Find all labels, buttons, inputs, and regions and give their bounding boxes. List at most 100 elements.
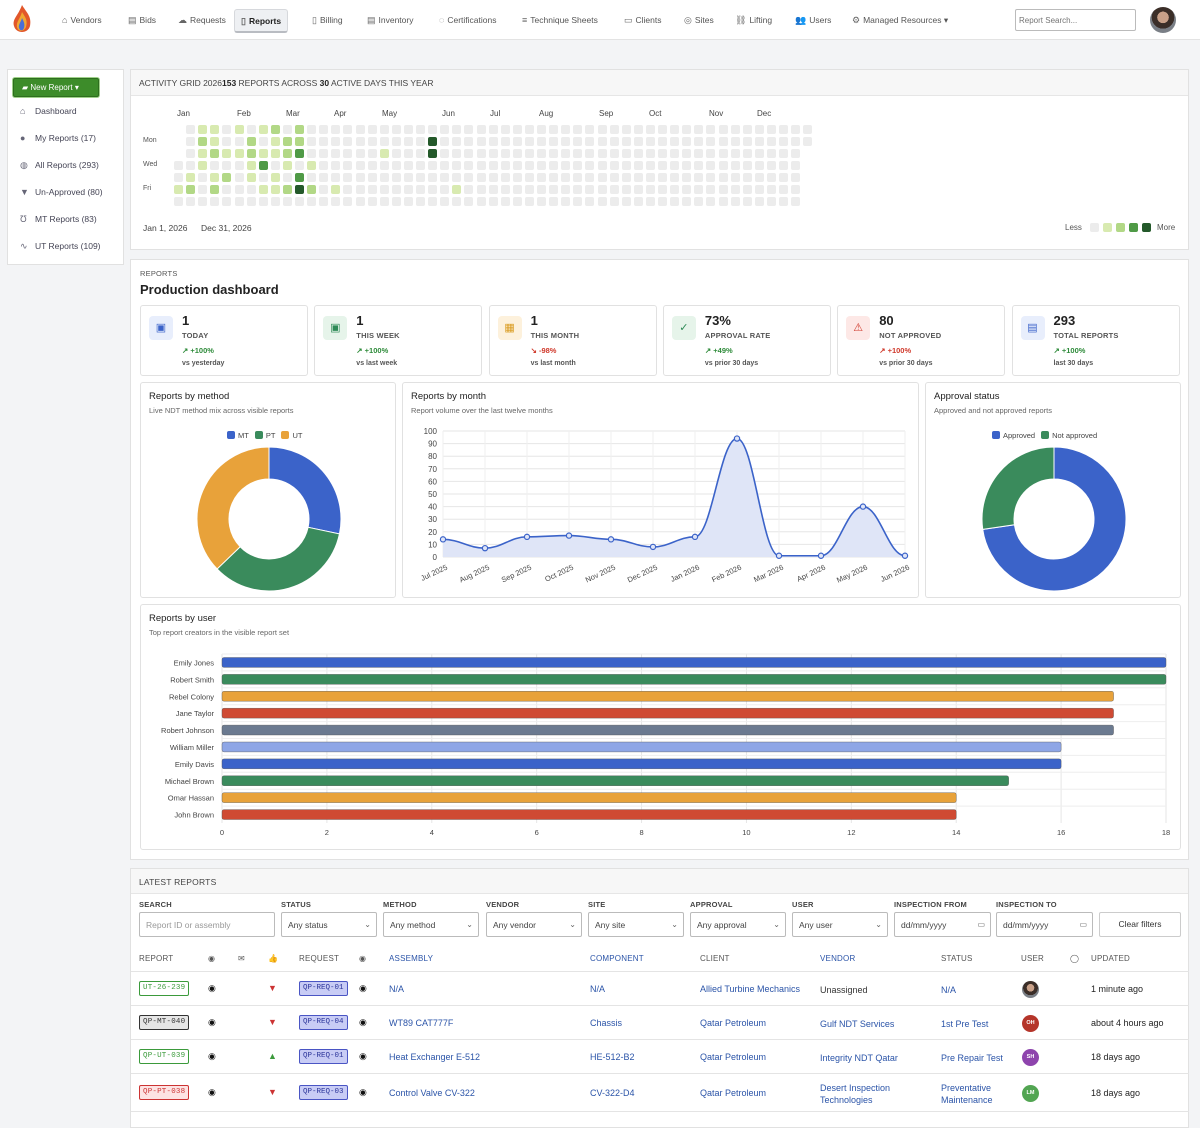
data-point[interactable] bbox=[565, 532, 573, 539]
activity-cell[interactable] bbox=[319, 125, 329, 134]
activity-cell[interactable] bbox=[307, 161, 317, 170]
activity-cell[interactable] bbox=[754, 161, 764, 170]
activity-cell[interactable] bbox=[670, 125, 680, 134]
activity-cell[interactable] bbox=[391, 137, 401, 146]
status-link[interactable]: Pre Repair Test bbox=[941, 1053, 1003, 1063]
activity-cell[interactable] bbox=[718, 149, 728, 158]
activity-cell[interactable] bbox=[682, 173, 692, 182]
activity-cell[interactable] bbox=[476, 185, 486, 194]
activity-cell[interactable] bbox=[766, 173, 776, 182]
activity-cell[interactable] bbox=[319, 149, 329, 158]
filter-inspection-from[interactable]: dd/mm/yyyy ▭ bbox=[894, 912, 991, 937]
activity-cell[interactable] bbox=[452, 125, 462, 134]
activity-cell[interactable] bbox=[355, 161, 365, 170]
activity-cell[interactable] bbox=[488, 161, 498, 170]
activity-cell[interactable] bbox=[440, 197, 450, 206]
activity-cell[interactable] bbox=[186, 161, 196, 170]
request-badge[interactable]: QP-REQ-01 bbox=[299, 981, 348, 996]
nav-inventory[interactable]: ▤ Inventory bbox=[361, 9, 419, 33]
eye-icon[interactable]: ◉ bbox=[208, 1051, 216, 1061]
nav-sites[interactable]: ◎ Sites bbox=[678, 9, 720, 33]
vendor-link[interactable]: Gulf NDT Services bbox=[820, 1019, 895, 1029]
sidebar-item-my-reports[interactable]: ● My Reports (17) bbox=[20, 133, 96, 147]
activity-cell[interactable] bbox=[307, 197, 317, 206]
activity-cell[interactable] bbox=[561, 173, 571, 182]
activity-cell[interactable] bbox=[585, 197, 595, 206]
activity-cell[interactable] bbox=[295, 173, 304, 182]
activity-cell[interactable] bbox=[234, 149, 244, 158]
nav-users[interactable]: 👥 Users bbox=[789, 9, 837, 33]
activity-cell[interactable] bbox=[500, 173, 510, 182]
activity-cell[interactable] bbox=[645, 149, 655, 158]
activity-cell[interactable] bbox=[367, 125, 377, 134]
activity-cell[interactable] bbox=[500, 149, 510, 158]
activity-cell[interactable] bbox=[295, 125, 304, 134]
activity-cell[interactable] bbox=[186, 125, 196, 134]
activity-cell[interactable] bbox=[742, 185, 752, 194]
report-id-badge[interactable]: QP-PT-038 bbox=[139, 1085, 190, 1100]
activity-cell[interactable] bbox=[803, 137, 813, 146]
activity-cell[interactable] bbox=[609, 125, 619, 134]
activity-cell[interactable] bbox=[537, 197, 546, 206]
activity-cell[interactable] bbox=[428, 185, 438, 194]
status-link[interactable]: N/A bbox=[941, 985, 957, 995]
activity-cell[interactable] bbox=[742, 149, 752, 158]
activity-cell[interactable] bbox=[234, 173, 244, 182]
activity-cell[interactable] bbox=[174, 185, 183, 194]
data-point[interactable] bbox=[481, 544, 489, 552]
activity-cell[interactable] bbox=[174, 173, 183, 182]
activity-cell[interactable] bbox=[500, 137, 510, 146]
col-vendor[interactable]: VENDOR bbox=[820, 954, 856, 963]
activity-cell[interactable] bbox=[694, 149, 704, 158]
activity-cell[interactable] bbox=[222, 173, 232, 182]
data-point[interactable] bbox=[691, 533, 699, 541]
activity-cell[interactable] bbox=[573, 185, 583, 194]
activity-cell[interactable] bbox=[549, 125, 559, 134]
col-request[interactable]: REQUEST bbox=[299, 954, 340, 963]
activity-cell[interactable] bbox=[754, 137, 764, 146]
activity-cell[interactable] bbox=[791, 149, 801, 158]
activity-cell[interactable] bbox=[621, 197, 631, 206]
activity-cell[interactable] bbox=[779, 197, 788, 206]
report-id-badge[interactable]: QP-MT-040 bbox=[139, 1015, 190, 1030]
activity-cell[interactable] bbox=[500, 197, 510, 206]
nav-requests[interactable]: ☁ Requests bbox=[172, 9, 232, 33]
table-row[interactable] bbox=[131, 1006, 1189, 1040]
activity-cell[interactable] bbox=[621, 125, 631, 134]
activity-cell[interactable] bbox=[645, 185, 655, 194]
data-point[interactable] bbox=[523, 533, 531, 541]
activity-cell[interactable] bbox=[355, 173, 365, 182]
activity-cell[interactable] bbox=[573, 137, 583, 146]
activity-cell[interactable] bbox=[174, 161, 183, 170]
activity-cell[interactable] bbox=[549, 149, 559, 158]
activity-cell[interactable] bbox=[730, 137, 740, 146]
activity-cell[interactable] bbox=[488, 173, 498, 182]
activity-cell[interactable] bbox=[597, 173, 607, 182]
donut-slice-pt[interactable] bbox=[216, 526, 341, 592]
activity-cell[interactable] bbox=[295, 149, 304, 158]
activity-cell[interactable] bbox=[561, 149, 571, 158]
activity-cell[interactable] bbox=[524, 173, 534, 182]
filter-method[interactable]: Any method ⌄ bbox=[383, 912, 479, 937]
activity-cell[interactable] bbox=[621, 161, 631, 170]
activity-cell[interactable] bbox=[476, 149, 486, 158]
activity-cell[interactable] bbox=[343, 125, 353, 134]
activity-cell[interactable] bbox=[440, 185, 450, 194]
avatar[interactable] bbox=[1022, 981, 1039, 998]
activity-cell[interactable] bbox=[512, 185, 522, 194]
activity-cell[interactable] bbox=[658, 149, 667, 158]
activity-cell[interactable] bbox=[524, 161, 534, 170]
activity-cell[interactable] bbox=[524, 125, 534, 134]
sidebar-item-ut-reports[interactable]: ∿ UT Reports (109) bbox=[20, 241, 101, 255]
col-report[interactable]: REPORT bbox=[139, 954, 174, 963]
activity-cell[interactable] bbox=[282, 173, 292, 182]
activity-cell[interactable] bbox=[682, 197, 692, 206]
activity-cell[interactable] bbox=[694, 173, 704, 182]
client-link[interactable]: Qatar Petroleum bbox=[700, 1088, 767, 1098]
activity-cell[interactable] bbox=[355, 197, 365, 206]
nav-managed-resources[interactable]: ⚙ Managed Resources ▾ bbox=[846, 9, 954, 33]
activity-cell[interactable] bbox=[682, 161, 692, 170]
activity-cell[interactable] bbox=[331, 149, 341, 158]
activity-cell[interactable] bbox=[597, 137, 607, 146]
activity-cell[interactable] bbox=[186, 173, 196, 182]
